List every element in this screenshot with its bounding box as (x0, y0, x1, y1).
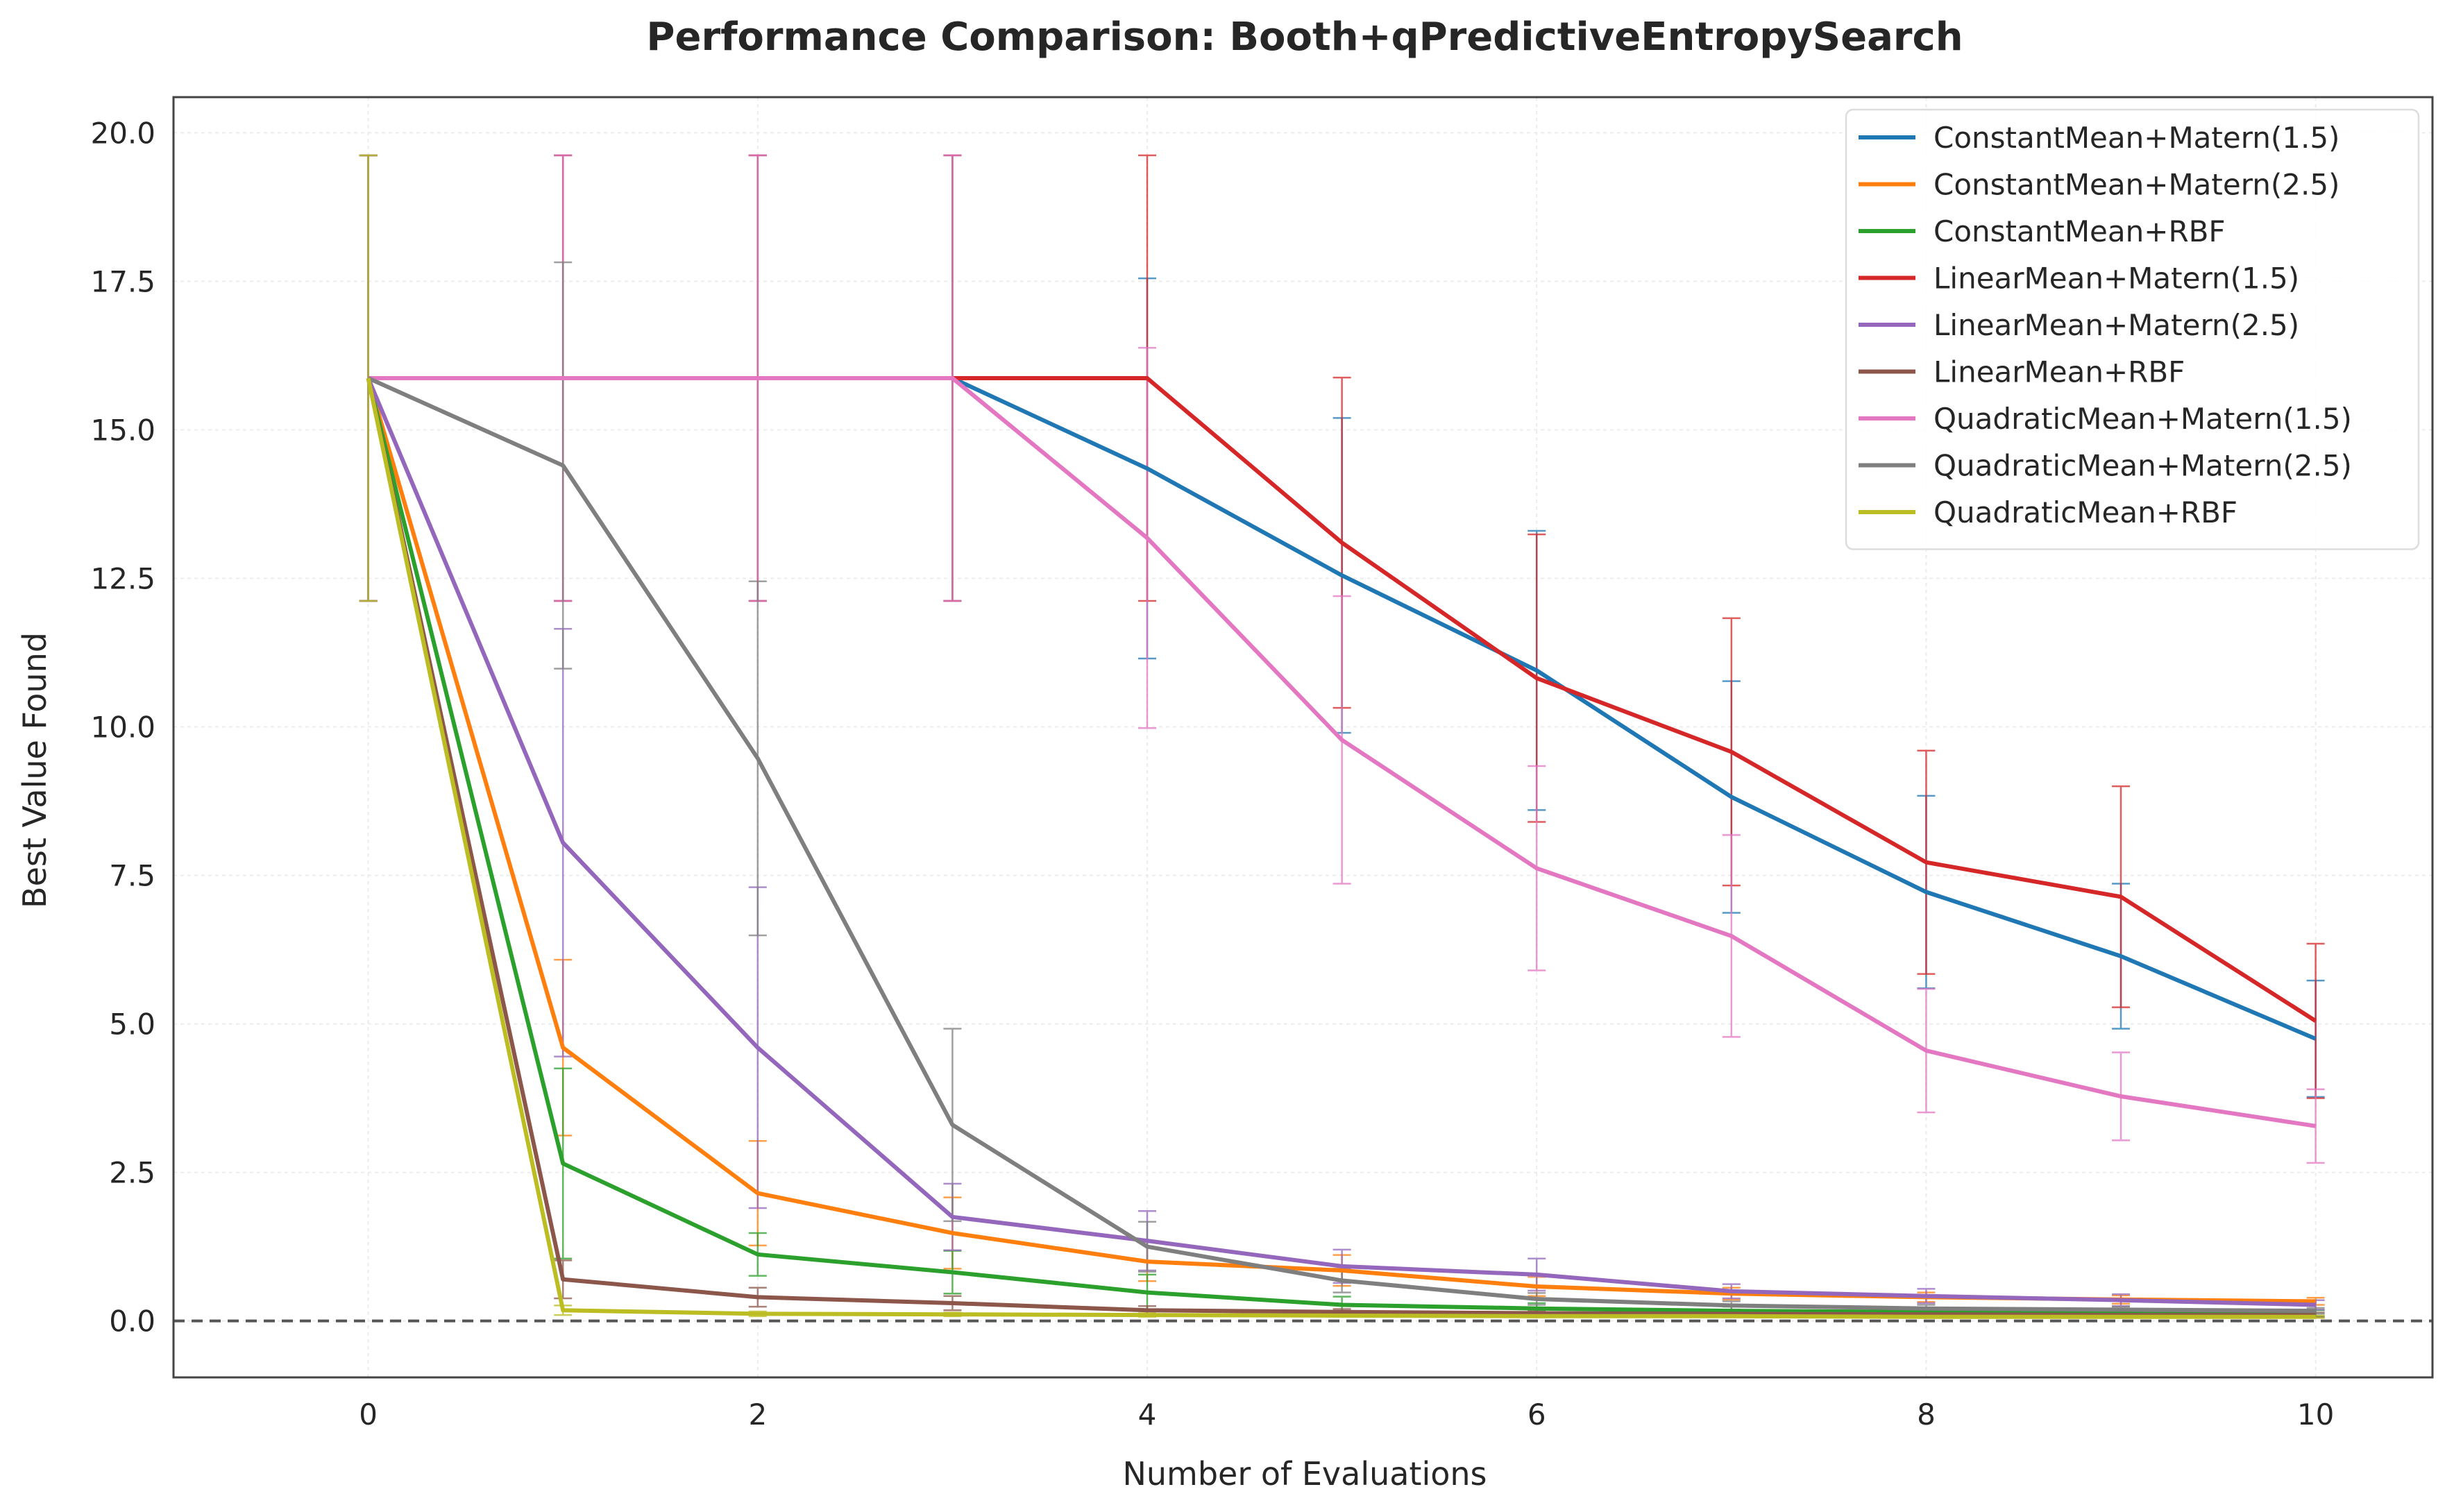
y-tick-label: 0.0 (109, 1305, 155, 1339)
y-tick-label: 10.0 (90, 711, 155, 745)
legend-label: ConstantMean+Matern(1.5) (1933, 121, 2339, 155)
x-tick-label: 10 (2297, 1398, 2334, 1432)
y-tick-label: 7.5 (109, 859, 155, 893)
series-line (368, 376, 2317, 1128)
plot-area (172, 96, 2434, 1379)
x-axis-ticks: 0 2 4 6 8 10 (359, 1398, 2334, 1432)
legend-label: QuadraticMean+Matern(2.5) (1933, 449, 2352, 483)
x-axis-label: Number of Evaluations (1122, 1455, 1487, 1493)
series-line (366, 377, 2316, 1319)
legend-label: ConstantMean+Matern(2.5) (1933, 168, 2339, 202)
x-tick-label: 2 (748, 1398, 767, 1432)
series-lines (366, 376, 2317, 1319)
chart-title: Performance Comparison: Booth+qPredictiv… (646, 15, 1963, 60)
y-axis-ticks: 0.0 2.5 5.0 7.5 10.0 12.5 15.0 17.5 20.0 (90, 116, 155, 1338)
series-line (367, 376, 2316, 1314)
legend: ConstantMean+Matern(1.5) ConstantMean+Mat… (1845, 108, 2420, 550)
y-tick-label: 15.0 (90, 413, 155, 447)
x-tick-label: 4 (1138, 1398, 1157, 1432)
y-tick-label: 12.5 (90, 561, 155, 595)
legend-label: LinearMean+Matern(1.5) (1933, 262, 2299, 296)
series-line (366, 377, 2316, 1318)
y-tick-label: 20.0 (90, 116, 155, 150)
plot-frame (172, 96, 2434, 1379)
series-line (366, 377, 2316, 1307)
y-tick-label: 2.5 (109, 1156, 155, 1190)
legend-label: QuadraticMean+RBF (1933, 495, 2237, 529)
y-axis-label: Best Value Found (16, 632, 53, 908)
legend-label: ConstantMean+RBF (1933, 214, 2226, 248)
x-tick-label: 6 (1528, 1398, 1546, 1432)
x-tick-label: 0 (359, 1398, 378, 1432)
series-line (366, 377, 2316, 1316)
y-tick-label: 5.0 (109, 1008, 155, 1042)
legend-label: LinearMean+RBF (1933, 355, 2185, 389)
legend-box (1845, 108, 2420, 550)
legend-label: LinearMean+Matern(2.5) (1933, 308, 2299, 342)
x-tick-label: 8 (1917, 1398, 1936, 1432)
legend-label: QuadraticMean+Matern(1.5) (1933, 402, 2352, 436)
y-tick-label: 17.5 (90, 264, 155, 298)
